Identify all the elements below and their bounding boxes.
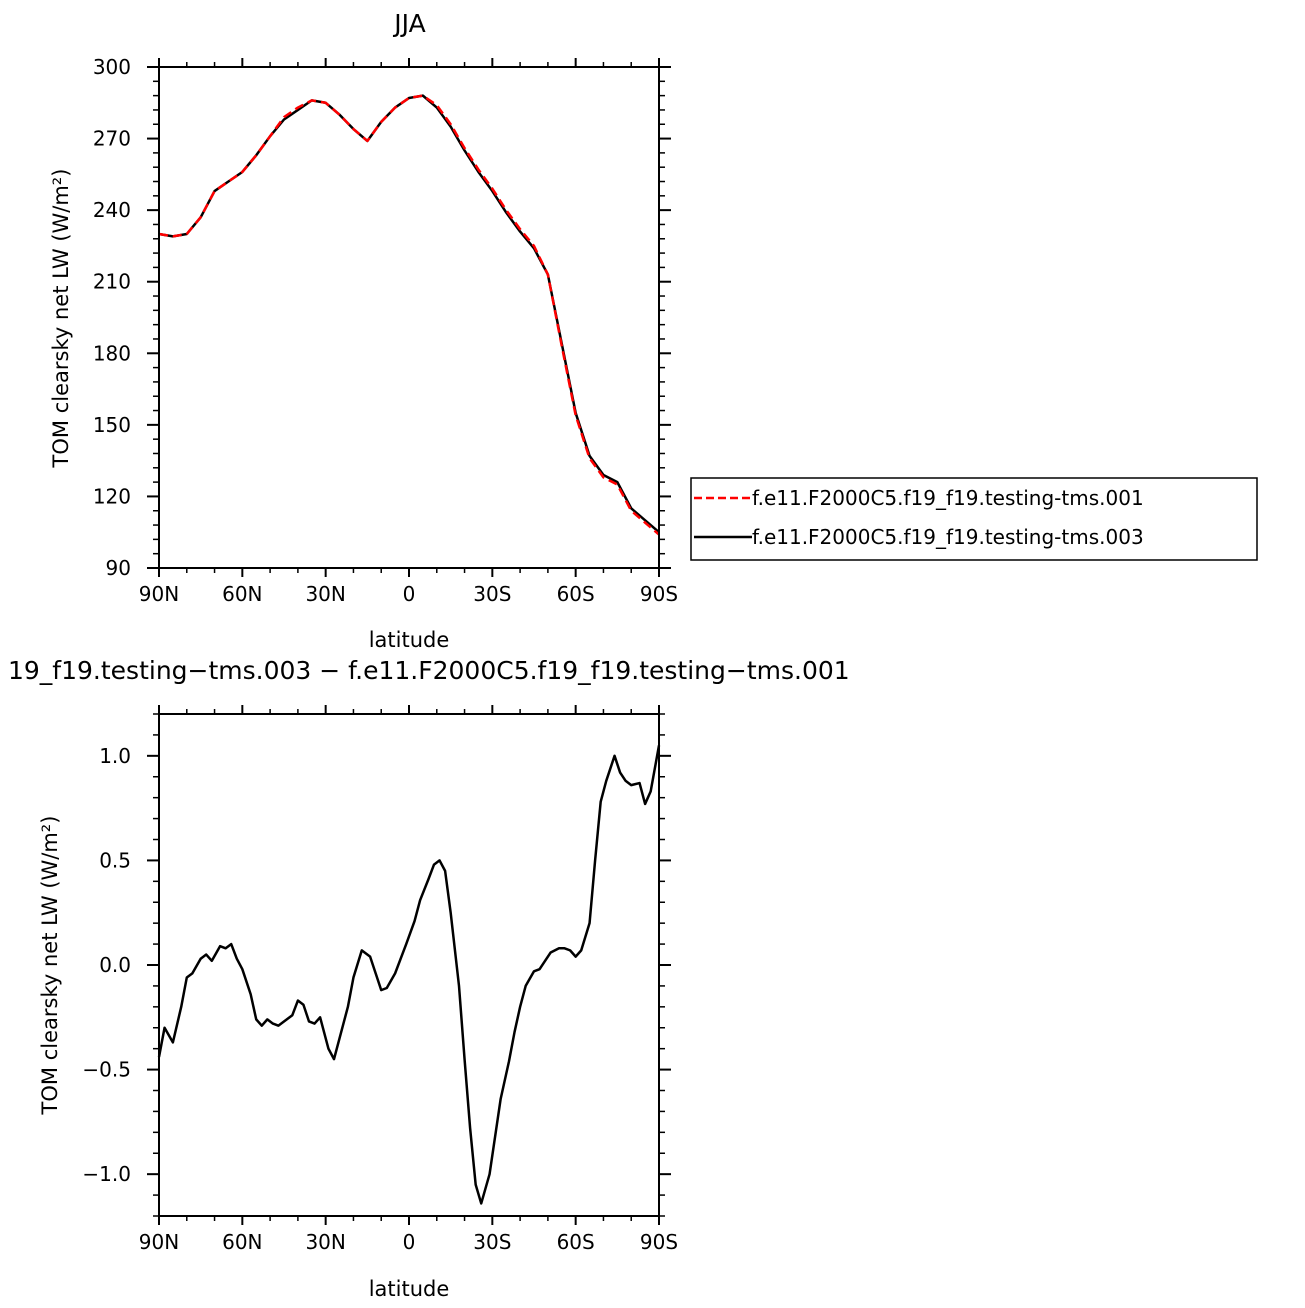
bottom-y-axis-label: TOM clearsky net LW (W/m²) xyxy=(38,816,62,1116)
y-tick-label: 90 xyxy=(106,556,131,580)
x-tick-label: 60N xyxy=(222,582,262,606)
x-tick-label: 90N xyxy=(139,1230,179,1254)
y-tick-label: 1.0 xyxy=(99,744,131,768)
top-plot-frame xyxy=(158,66,660,569)
bottom-panel: 19_f19.testing−tms.003 − f.e11.F2000C5.f… xyxy=(8,656,850,1301)
y-tick-label: 0.0 xyxy=(99,953,131,977)
y-tick-label: −0.5 xyxy=(82,1058,131,1082)
x-tick-label: 60N xyxy=(222,1230,262,1254)
bottom-chart-title: 19_f19.testing−tms.003 − f.e11.F2000C5.f… xyxy=(8,656,850,685)
y-tick-label: 180 xyxy=(93,341,131,365)
y-tick-label: −1.0 xyxy=(82,1162,131,1186)
bottom-axis-ticks xyxy=(147,705,671,1225)
x-tick-label: 30S xyxy=(473,582,511,606)
bottom-plot-frame xyxy=(158,713,660,1217)
legend-frame xyxy=(690,477,1258,561)
top-panel: JJA 90N 60N 30N 0 30S 60S 90S 90 120 150 180 210 240… xyxy=(49,9,1258,652)
top-tick-labels: 90N 60N 30N 0 30S 60S 90S 90 120 150 180 210 240 270 3… xyxy=(93,55,678,606)
top-x-axis-label: latitude xyxy=(369,628,450,652)
x-tick-label: 0 xyxy=(403,1230,416,1254)
x-tick-label: 90S xyxy=(640,582,678,606)
x-tick-label: 90S xyxy=(640,1230,678,1254)
legend-label-series-2: f.e11.F2000C5.f19_f19.testing-tms.003 xyxy=(752,525,1144,549)
bottom-series-lines xyxy=(157,745,661,1205)
bottom-tick-labels: 90N 60N 30N 0 30S 60S 90S 1.0 0.5 0.0 −0.5 −1.0 xyxy=(82,744,678,1254)
y-tick-label: 210 xyxy=(93,270,131,294)
series-line-2 xyxy=(158,94,660,534)
x-tick-label: 30N xyxy=(305,1230,345,1254)
legend-label-series-1: f.e11.F2000C5.f19_f19.testing-tms.001 xyxy=(752,486,1144,510)
y-tick-label: 240 xyxy=(93,198,131,222)
y-tick-label: 0.5 xyxy=(99,848,131,872)
top-y-axis-label: TOM clearsky net LW (W/m²) xyxy=(49,169,73,469)
x-tick-label: 60S xyxy=(557,582,595,606)
y-tick-label: 120 xyxy=(93,484,131,508)
series-line-1 xyxy=(158,94,660,536)
y-tick-label: 270 xyxy=(93,127,131,151)
x-tick-label: 90N xyxy=(139,582,179,606)
legend: f.e11.F2000C5.f19_f19.testing-tms.001 f.… xyxy=(690,477,1258,561)
series-line-1 xyxy=(157,745,661,1205)
top-chart-title: JJA xyxy=(392,9,425,38)
x-tick-label: 30N xyxy=(305,582,345,606)
top-axis-ticks xyxy=(147,58,671,577)
y-tick-label: 150 xyxy=(93,413,131,437)
y-tick-label: 300 xyxy=(93,55,131,79)
x-tick-label: 60S xyxy=(557,1230,595,1254)
x-tick-label: 0 xyxy=(403,582,416,606)
bottom-x-axis-label: latitude xyxy=(369,1277,450,1301)
top-series-lines xyxy=(158,94,660,536)
x-tick-label: 30S xyxy=(473,1230,511,1254)
